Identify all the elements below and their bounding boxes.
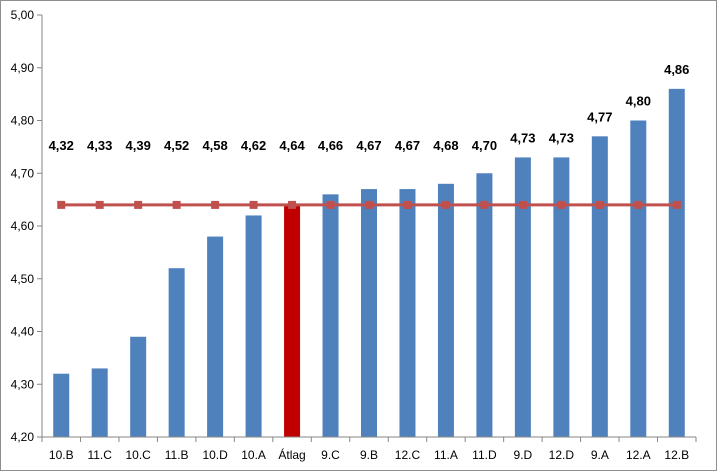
average-marker bbox=[403, 200, 412, 209]
average-marker bbox=[634, 200, 643, 209]
bar bbox=[322, 194, 339, 437]
x-tick-label: 10.D bbox=[202, 448, 228, 462]
x-tick-label: 12.C bbox=[395, 448, 421, 462]
x-tick-label: 9.D bbox=[514, 448, 533, 462]
data-label: 4,33 bbox=[87, 138, 112, 153]
bar bbox=[553, 157, 570, 438]
average-marker bbox=[57, 200, 66, 209]
average-marker bbox=[172, 200, 181, 209]
x-tick-label: Átlag bbox=[278, 447, 305, 462]
data-label: 4,39 bbox=[126, 138, 151, 153]
data-label: 4,70 bbox=[472, 138, 497, 153]
x-tick-label: 11.C bbox=[87, 448, 112, 462]
x-tick-label: 12.B bbox=[664, 448, 689, 462]
average-marker bbox=[518, 200, 527, 209]
data-label: 4,67 bbox=[356, 138, 381, 153]
average-marker bbox=[595, 200, 604, 209]
data-label: 4,80 bbox=[626, 94, 651, 109]
y-tick-label: 4,70 bbox=[11, 166, 35, 180]
x-tick-label: 12.D bbox=[549, 448, 575, 462]
x-tick-label: 10.C bbox=[125, 448, 151, 462]
data-label: 4,32 bbox=[49, 138, 74, 153]
data-label: 4,68 bbox=[433, 138, 458, 153]
average-marker bbox=[365, 200, 373, 209]
data-label: 4,64 bbox=[279, 138, 305, 153]
bar bbox=[245, 215, 262, 437]
x-tick-label: 11.D bbox=[472, 448, 497, 462]
y-tick-label: 4,80 bbox=[11, 114, 35, 128]
data-label: 4,73 bbox=[510, 130, 535, 145]
x-tick-label: 10.A bbox=[241, 448, 266, 462]
bar bbox=[361, 189, 377, 437]
average-marker bbox=[326, 200, 335, 209]
data-label: 4,73 bbox=[549, 130, 574, 145]
bar bbox=[514, 157, 531, 438]
x-tick-label: 9.B bbox=[360, 448, 378, 462]
data-label: 4,66 bbox=[318, 138, 343, 153]
bar bbox=[668, 88, 685, 437]
x-tick-label: 10.B bbox=[49, 448, 74, 462]
bar bbox=[91, 368, 108, 437]
bar bbox=[53, 373, 70, 437]
bar bbox=[399, 189, 416, 437]
x-tick-label: 11.A bbox=[434, 448, 458, 462]
bar bbox=[207, 236, 224, 437]
x-tick-label: 11.B bbox=[165, 448, 189, 462]
average-marker bbox=[557, 200, 566, 209]
data-label: 4,62 bbox=[241, 138, 266, 153]
bar bbox=[591, 136, 608, 437]
y-tick-label: 4,50 bbox=[11, 272, 35, 286]
bar bbox=[476, 173, 493, 437]
x-tick-label: 12.A bbox=[626, 448, 651, 462]
average-marker bbox=[134, 200, 143, 209]
average-marker bbox=[288, 200, 297, 209]
y-tick-label: 4,20 bbox=[11, 430, 35, 444]
average-marker bbox=[441, 200, 450, 209]
average-marker bbox=[672, 200, 681, 209]
bar bbox=[437, 183, 454, 437]
x-tick-label: 9.A bbox=[591, 448, 609, 462]
bar bbox=[630, 120, 647, 437]
x-tick-label: 9.C bbox=[321, 448, 340, 462]
y-tick-label: 5,00 bbox=[11, 8, 35, 22]
data-label: 4,67 bbox=[395, 138, 420, 153]
y-tick-label: 4,90 bbox=[11, 61, 35, 75]
data-label: 4,52 bbox=[164, 138, 189, 153]
data-label: 4,58 bbox=[202, 138, 227, 153]
average-marker bbox=[249, 200, 258, 209]
average-marker bbox=[95, 200, 104, 209]
average-marker bbox=[211, 200, 220, 209]
data-label: 4,77 bbox=[587, 109, 612, 124]
bar bbox=[130, 336, 147, 437]
y-tick-label: 4,40 bbox=[11, 325, 35, 339]
average-marker bbox=[480, 200, 489, 209]
bar-highlight bbox=[284, 204, 301, 437]
y-tick-label: 4,30 bbox=[11, 377, 35, 391]
y-tick-label: 4,60 bbox=[11, 219, 35, 233]
bar bbox=[168, 268, 185, 437]
data-label: 4,86 bbox=[664, 62, 689, 77]
